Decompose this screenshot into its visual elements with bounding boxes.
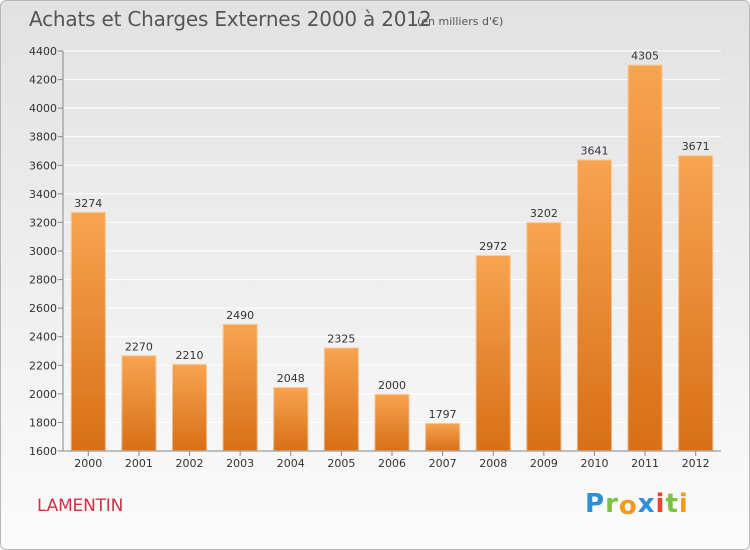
logo-letter: x xyxy=(637,489,656,519)
bars xyxy=(70,64,714,452)
logo-letter: i xyxy=(678,489,689,519)
data-label: 2270 xyxy=(125,340,153,353)
y-tick-label: 1600 xyxy=(29,445,57,458)
data-label: 1797 xyxy=(429,408,457,421)
logo-letter: P xyxy=(585,489,606,519)
data-label: 2048 xyxy=(277,372,305,385)
x-tick-label: 2011 xyxy=(631,457,659,470)
bar xyxy=(526,222,562,451)
x-tick-label: 2008 xyxy=(479,457,507,470)
commune-name: LAMENTIN xyxy=(37,496,124,516)
data-label: 2000 xyxy=(378,379,406,392)
x-tick-label: 2000 xyxy=(74,457,102,470)
data-label: 2490 xyxy=(226,309,254,322)
proxiti-logo: Proxiti xyxy=(585,489,689,521)
data-label: 3274 xyxy=(74,197,102,210)
axes xyxy=(58,50,721,456)
y-tick-label: 4000 xyxy=(29,102,57,115)
x-tick-label: 2009 xyxy=(530,457,558,470)
x-tick-label: 2012 xyxy=(682,457,710,470)
x-tick-label: 2007 xyxy=(429,457,457,470)
bar xyxy=(222,323,258,451)
bar xyxy=(425,422,461,451)
y-tick-label: 3400 xyxy=(29,188,57,201)
bar xyxy=(323,347,359,451)
logo-letter: t xyxy=(665,489,679,519)
y-tick-label: 2800 xyxy=(29,274,57,287)
logo-letter: o xyxy=(618,491,638,521)
bar xyxy=(273,387,309,451)
chart-title: Achats et Charges Externes 2000 à 2012 xyxy=(29,7,432,31)
data-label: 3641 xyxy=(580,144,608,157)
data-label: 2972 xyxy=(479,240,507,253)
data-label: 2210 xyxy=(176,349,204,362)
y-tick-label: 1800 xyxy=(29,416,57,429)
data-label: 3202 xyxy=(530,207,558,220)
y-tick-label: 4200 xyxy=(29,74,57,87)
bar xyxy=(374,393,410,451)
y-tick-label: 2600 xyxy=(29,302,57,315)
logo-letter: r xyxy=(605,489,619,519)
bar xyxy=(627,64,663,452)
bar xyxy=(70,211,106,451)
y-tick-label: 3000 xyxy=(29,245,57,258)
x-tick-label: 2006 xyxy=(378,457,406,470)
bar xyxy=(172,363,208,451)
y-tick-label: 2400 xyxy=(29,331,57,344)
y-tick-label: 4400 xyxy=(29,45,57,58)
bar xyxy=(475,255,511,451)
data-label: 4305 xyxy=(631,50,659,63)
data-label: 3671 xyxy=(682,140,710,153)
x-tick-label: 2004 xyxy=(277,457,305,470)
bar xyxy=(576,159,612,451)
chart-subtitle: (en milliers d'€) xyxy=(417,15,504,28)
bar xyxy=(121,355,157,451)
labels: 1600 1800 2000 2200 2400 2600 2800 3000 3200 3400… xyxy=(29,45,710,470)
bar xyxy=(678,155,714,451)
x-tick-label: 2002 xyxy=(176,457,204,470)
x-tick-label: 2010 xyxy=(580,457,608,470)
data-label: 2325 xyxy=(327,332,355,345)
y-tick-label: 2200 xyxy=(29,359,57,372)
y-tick-label: 3600 xyxy=(29,159,57,172)
y-tick-label: 3200 xyxy=(29,216,57,229)
x-tick-label: 2003 xyxy=(226,457,254,470)
logo-letter: i xyxy=(655,489,666,519)
y-tick-label: 2000 xyxy=(29,388,57,401)
x-tick-label: 2001 xyxy=(125,457,153,470)
y-tick-label: 3800 xyxy=(29,131,57,144)
x-tick-label: 2005 xyxy=(327,457,355,470)
